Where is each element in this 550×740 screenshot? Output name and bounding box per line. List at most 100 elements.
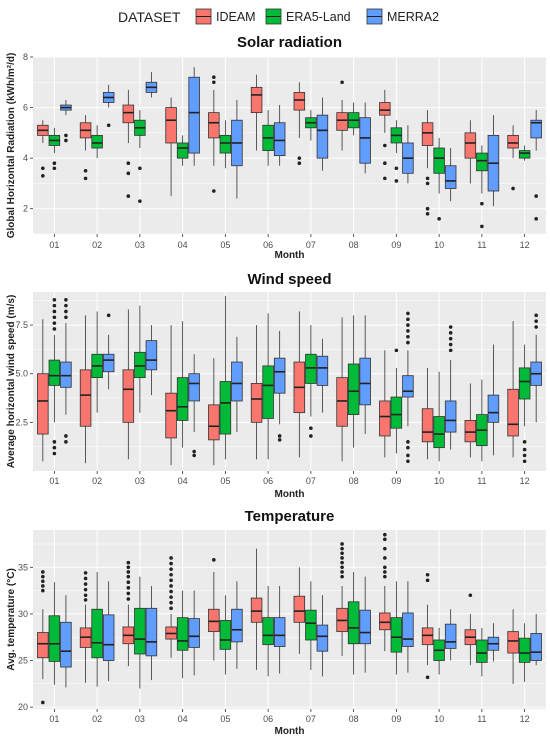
- outlier-point: [64, 315, 68, 320]
- box-body: [91, 134, 103, 149]
- legend-label-1: ERA5-Land: [286, 10, 351, 24]
- box-07-IDEAM: [293, 82, 306, 165]
- outlier-point: [52, 161, 57, 165]
- x-tick-label: 03: [135, 714, 145, 724]
- outlier-point: [83, 176, 88, 181]
- box-01-MERRA2: [60, 595, 72, 688]
- outlier-point: [83, 168, 88, 173]
- box-05-MERRA2: [231, 99, 243, 199]
- box-body: [231, 608, 243, 643]
- box-body: [102, 353, 115, 373]
- x-tick-label: 07: [306, 476, 316, 486]
- plot-background: [33, 530, 546, 709]
- outlier-point: [309, 426, 313, 430]
- outlier-point: [52, 327, 57, 331]
- outlier-point: [383, 161, 387, 165]
- outlier-point: [340, 80, 344, 85]
- y-tick-label: 7.5: [15, 320, 28, 330]
- box-body: [37, 632, 49, 659]
- box-06-MERRA2: [273, 105, 286, 166]
- box-11-IDEAM: [464, 120, 477, 184]
- box-04-IDEAM: [165, 97, 177, 197]
- x-tick-label: 03: [135, 476, 145, 486]
- box-08-MERRA2: [359, 315, 371, 435]
- y-tick-label: 8: [23, 52, 28, 62]
- box-09-MERRA2: [402, 125, 414, 184]
- box-body: [347, 601, 360, 645]
- box-08-IDEAM: [336, 317, 348, 462]
- box-01-IDEAM: [37, 319, 49, 462]
- box-body: [518, 150, 531, 159]
- box-body: [188, 76, 200, 154]
- x-tick-label: 08: [349, 714, 359, 724]
- outlier-point: [126, 171, 131, 176]
- box-03-ERA5-Land: [134, 305, 146, 413]
- outlier-point: [340, 565, 344, 570]
- outlier-point: [383, 556, 387, 560]
- box-body: [487, 394, 500, 423]
- box-body: [250, 383, 263, 423]
- outlier-point: [52, 303, 57, 308]
- outlier-point: [126, 560, 131, 565]
- box-10-ERA5-Land: [433, 371, 445, 462]
- box-02-IDEAM: [79, 571, 92, 683]
- box-body: [507, 134, 519, 149]
- outlier-point: [212, 558, 216, 562]
- outlier-point: [406, 340, 410, 345]
- box-body: [48, 359, 61, 386]
- x-tick-label: 06: [263, 476, 273, 486]
- box-10-IDEAM: [421, 572, 434, 680]
- outlier-point: [437, 217, 441, 221]
- box-10-IDEAM: [421, 367, 434, 460]
- box-03-IDEAM: [122, 560, 135, 667]
- outlier-point: [425, 181, 430, 186]
- outlier-point: [126, 591, 131, 596]
- outlier-point: [52, 315, 57, 320]
- outlier-point: [309, 434, 313, 438]
- box-body: [421, 122, 434, 146]
- y-tick-label: 2: [23, 204, 28, 214]
- box-body: [91, 608, 103, 659]
- box-09-ERA5-Land: [390, 581, 403, 675]
- x-tick-label: 07: [306, 240, 316, 250]
- outlier-point: [169, 572, 173, 577]
- outlier-point: [169, 584, 173, 588]
- box-body: [305, 609, 317, 641]
- y-tick-label: 4: [23, 153, 28, 163]
- outlier-point: [41, 570, 45, 574]
- outlier-point: [192, 449, 196, 454]
- box-12-ERA5-Land: [518, 145, 531, 161]
- outlier-point: [448, 325, 453, 329]
- outlier-point: [169, 567, 173, 571]
- box-03-ERA5-Land: [134, 110, 146, 203]
- outlier-point: [383, 537, 387, 542]
- box-02-IDEAM: [79, 315, 92, 464]
- outlier-point: [126, 586, 131, 590]
- x-tick-label: 11: [477, 240, 486, 250]
- box-10-MERRA2: [444, 609, 457, 661]
- x-tick-label: 01: [49, 476, 59, 486]
- series-MERRA2: [60, 297, 542, 464]
- box-06-IDEAM: [250, 74, 263, 151]
- box-body: [518, 367, 531, 400]
- box-05-ERA5-Land: [219, 120, 232, 169]
- panel-3: Temperature 20 25 30 35 01 02 03 04 05 06 07 08 09 10 1…: [6, 508, 546, 737]
- box-body: [293, 595, 306, 623]
- box-07-ERA5-Land: [305, 325, 317, 438]
- box-09-IDEAM: [379, 89, 391, 181]
- box-body: [188, 618, 200, 648]
- box-06-IDEAM: [250, 325, 263, 460]
- box-body: [60, 361, 72, 388]
- outlier-point: [83, 571, 88, 575]
- y-tick-label: 30: [18, 609, 28, 619]
- x-axis-title: Month: [275, 250, 305, 261]
- outlier-point: [64, 133, 68, 138]
- outlier-point: [340, 556, 344, 560]
- box-body: [48, 615, 61, 662]
- box-body: [444, 165, 457, 189]
- box-11-ERA5-Land: [476, 145, 488, 229]
- outlier-point: [534, 325, 538, 329]
- x-tick-label: 02: [92, 714, 102, 724]
- box-body: [262, 365, 274, 419]
- box-05-MERRA2: [231, 336, 243, 433]
